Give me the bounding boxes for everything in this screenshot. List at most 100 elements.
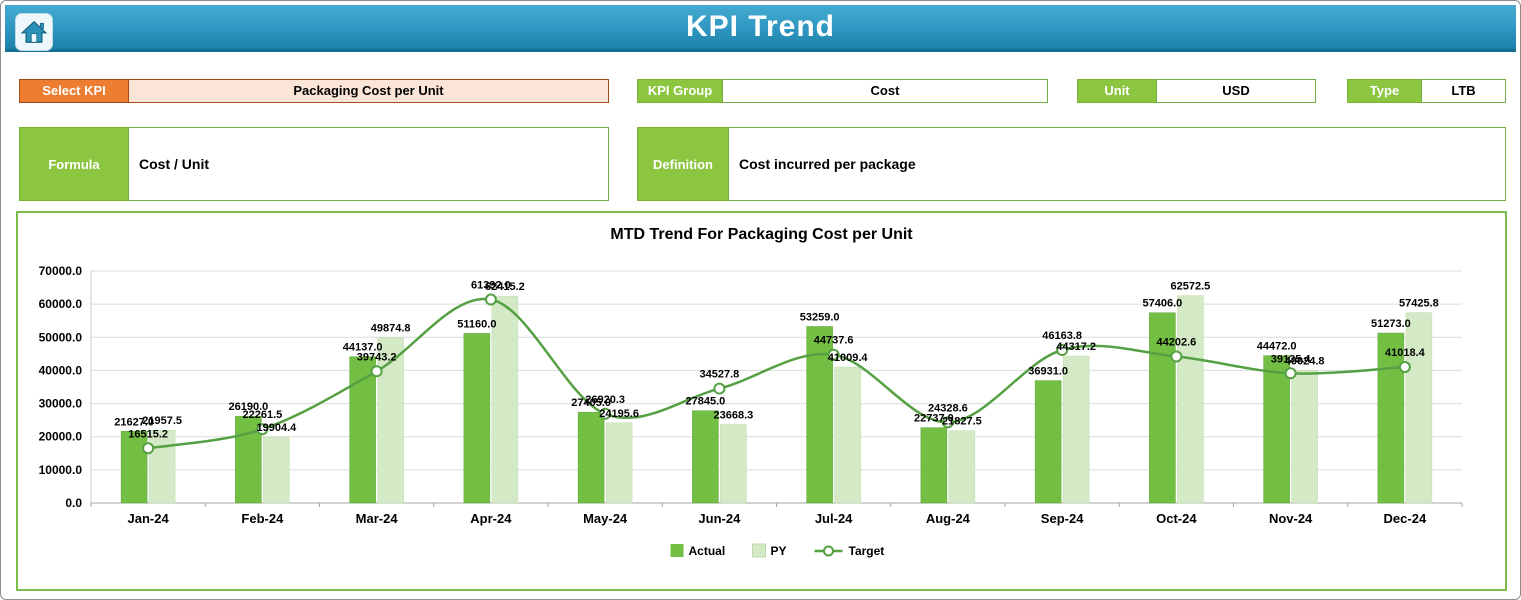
- data-label-actual-Oct-24: 57406.0: [1142, 298, 1182, 310]
- data-label-py-Mar-24: 49874.8: [371, 323, 411, 335]
- target-marker-Aug-24: [941, 416, 954, 429]
- data-label-py-Jul-24: 41009.4: [828, 352, 869, 364]
- target-marker-Oct-24: [1170, 350, 1183, 363]
- bar-actual-Mar-24: [349, 356, 376, 504]
- data-label-target-Jun-24: 34527.8: [699, 369, 739, 381]
- data-label-actual-Apr-24: 51160.0: [457, 318, 496, 330]
- x-axis-label-Jun-24: Jun-24: [698, 511, 741, 526]
- kpi-trend-chart: 0.0 10000.0 20000.0 30000.0 40000.0 50000.0 60…: [39, 264, 1463, 558]
- data-label-target-Oct-24: 44202.6: [1156, 336, 1196, 348]
- y-axis-tick-label: 10000.0: [39, 463, 83, 477]
- legend-label-actual: Actual: [689, 544, 726, 558]
- bar-py-May-24: [605, 422, 633, 504]
- data-label-target-Nov-24: 39135.4: [1271, 353, 1312, 365]
- y-axis-tick-label: 30000.0: [39, 397, 83, 411]
- data-label-py-Jun-24: 23668.3: [713, 410, 753, 422]
- x-axis-labels: Jan-24 Feb-24 Mar-24 Apr-24 May-24 Jun-24 Jul-…: [128, 511, 1427, 526]
- legend-swatch-py: [752, 543, 766, 558]
- data-label-actual-Jul-24: 53259.0: [800, 311, 840, 323]
- x-axis-label-Aug-24: Aug-24: [926, 511, 971, 526]
- formula-value: Cost / Unit: [128, 127, 609, 201]
- bar-py-Jan-24: [148, 429, 176, 504]
- target-marker-Feb-24: [256, 423, 269, 436]
- data-label-actual-May-24: 27405.0: [571, 397, 611, 409]
- target-marker-Apr-24: [484, 293, 497, 306]
- y-axis-tick-label: 20000.0: [39, 430, 83, 444]
- data-label-target-Mar-24: 39743.2: [357, 351, 397, 363]
- kpi-group-label: KPI Group: [637, 79, 723, 103]
- data-label-py-Dec-24: 57425.8: [1399, 298, 1439, 310]
- data-label-py-Feb-24: 19904.4: [256, 422, 297, 434]
- target-marker-Dec-24: [1398, 361, 1411, 374]
- data-label-py-Aug-24: 21827.5: [942, 416, 982, 428]
- x-axis-label-Apr-24: Apr-24: [470, 511, 512, 526]
- legend: Actual PY Target: [670, 543, 885, 558]
- data-label-actual-Sep-24: 36931.0: [1028, 366, 1068, 378]
- bar-actual-Oct-24: [1149, 312, 1176, 504]
- chart-panel: MTD Trend For Packaging Cost per Unit 0.…: [16, 211, 1507, 591]
- home-button[interactable]: [15, 13, 53, 51]
- data-label-target-Dec-24: 41018.4: [1385, 347, 1426, 359]
- bars: [120, 295, 1433, 504]
- bar-py-Jul-24: [834, 366, 861, 504]
- bar-py-Nov-24: [1291, 370, 1318, 504]
- bar-py-Aug-24: [948, 430, 976, 504]
- target-marker-Sep-24: [1056, 343, 1069, 356]
- data-label-target-Jan-24: 16515.2: [128, 428, 168, 440]
- chart-title: MTD Trend For Packaging Cost per Unit: [610, 226, 913, 243]
- target-marker-Jun-24: [713, 382, 726, 395]
- x-axis-label-Dec-24: Dec-24: [1384, 511, 1427, 526]
- bar-actual-Aug-24: [920, 427, 948, 504]
- header: KPI Trend: [5, 5, 1516, 52]
- bar-actual-Jun-24: [692, 410, 719, 504]
- x-axis-label-Jul-24: Jul-24: [815, 511, 853, 526]
- x-axis-label-Oct-24: Oct-24: [1156, 511, 1197, 526]
- data-label-actual-Aug-24: 22737.0: [914, 413, 954, 425]
- type-value: LTB: [1421, 79, 1506, 103]
- data-label-py-Apr-24: 62415.2: [485, 281, 525, 293]
- x-axis-label-May-24: May-24: [583, 511, 628, 526]
- bar-py-Sep-24: [1062, 355, 1090, 504]
- bar-actual-May-24: [577, 411, 605, 504]
- target-marker-May-24: [599, 407, 612, 420]
- legend-label-target: Target: [849, 544, 885, 558]
- x-axis-label-Feb-24: Feb-24: [241, 511, 284, 526]
- target-marker-Jan-24: [142, 442, 155, 455]
- target-marker-Nov-24: [1284, 367, 1297, 380]
- data-label-target-Sep-24: 46163.8: [1042, 330, 1082, 342]
- target-marker-Jul-24: [827, 348, 840, 361]
- data-label-py-Jan-24: 21957.5: [142, 415, 182, 427]
- x-axis-label-Sep-24: Sep-24: [1041, 511, 1084, 526]
- data-label-target-May-24: 26920.3: [585, 394, 625, 406]
- data-label-actual-Jun-24: 27845.0: [685, 396, 725, 408]
- definition-value: Cost incurred per package: [728, 127, 1506, 201]
- data-label-actual-Jan-24: 21627.0: [114, 416, 154, 428]
- data-label-py-Nov-24: 40024.8: [1285, 355, 1325, 367]
- unit-value: USD: [1156, 79, 1316, 103]
- x-axis-label-Mar-24: Mar-24: [356, 511, 399, 526]
- data-label-target-Aug-24: 24328.6: [928, 402, 968, 414]
- x-axis-label-Nov-24: Nov-24: [1269, 511, 1313, 526]
- bar-actual-Apr-24: [463, 333, 491, 504]
- x-axis-ticks: [90, 503, 1463, 507]
- page-title: KPI Trend: [685, 10, 836, 43]
- legend-label-py: PY: [771, 544, 787, 558]
- data-label-py-Sep-24: 44317.2: [1056, 341, 1096, 353]
- bar-py-Jun-24: [720, 424, 747, 504]
- definition-label: Definition: [637, 127, 729, 201]
- data-label-py-Oct-24: 62572.5: [1170, 281, 1210, 293]
- legend-swatch-actual: [670, 544, 684, 557]
- data-label-py-May-24: 24195.6: [599, 408, 639, 420]
- select-kpi-dropdown[interactable]: Packaging Cost per Unit: [128, 79, 609, 103]
- data-label-actual-Feb-24: 26190.0: [228, 401, 268, 413]
- x-axis-label-Jan-24: Jan-24: [128, 511, 170, 526]
- bar-py-Dec-24: [1405, 312, 1433, 504]
- home-icon: [20, 20, 48, 43]
- gridlines: 0.0 10000.0 20000.0 30000.0 40000.0 50000.0 60…: [39, 264, 1462, 510]
- bar-actual-Sep-24: [1034, 380, 1062, 504]
- bar-actual-Nov-24: [1263, 355, 1290, 504]
- target-marker-Mar-24: [370, 365, 383, 378]
- select-kpi-label: Select KPI: [19, 79, 129, 103]
- y-axis-tick-label: 40000.0: [39, 363, 83, 377]
